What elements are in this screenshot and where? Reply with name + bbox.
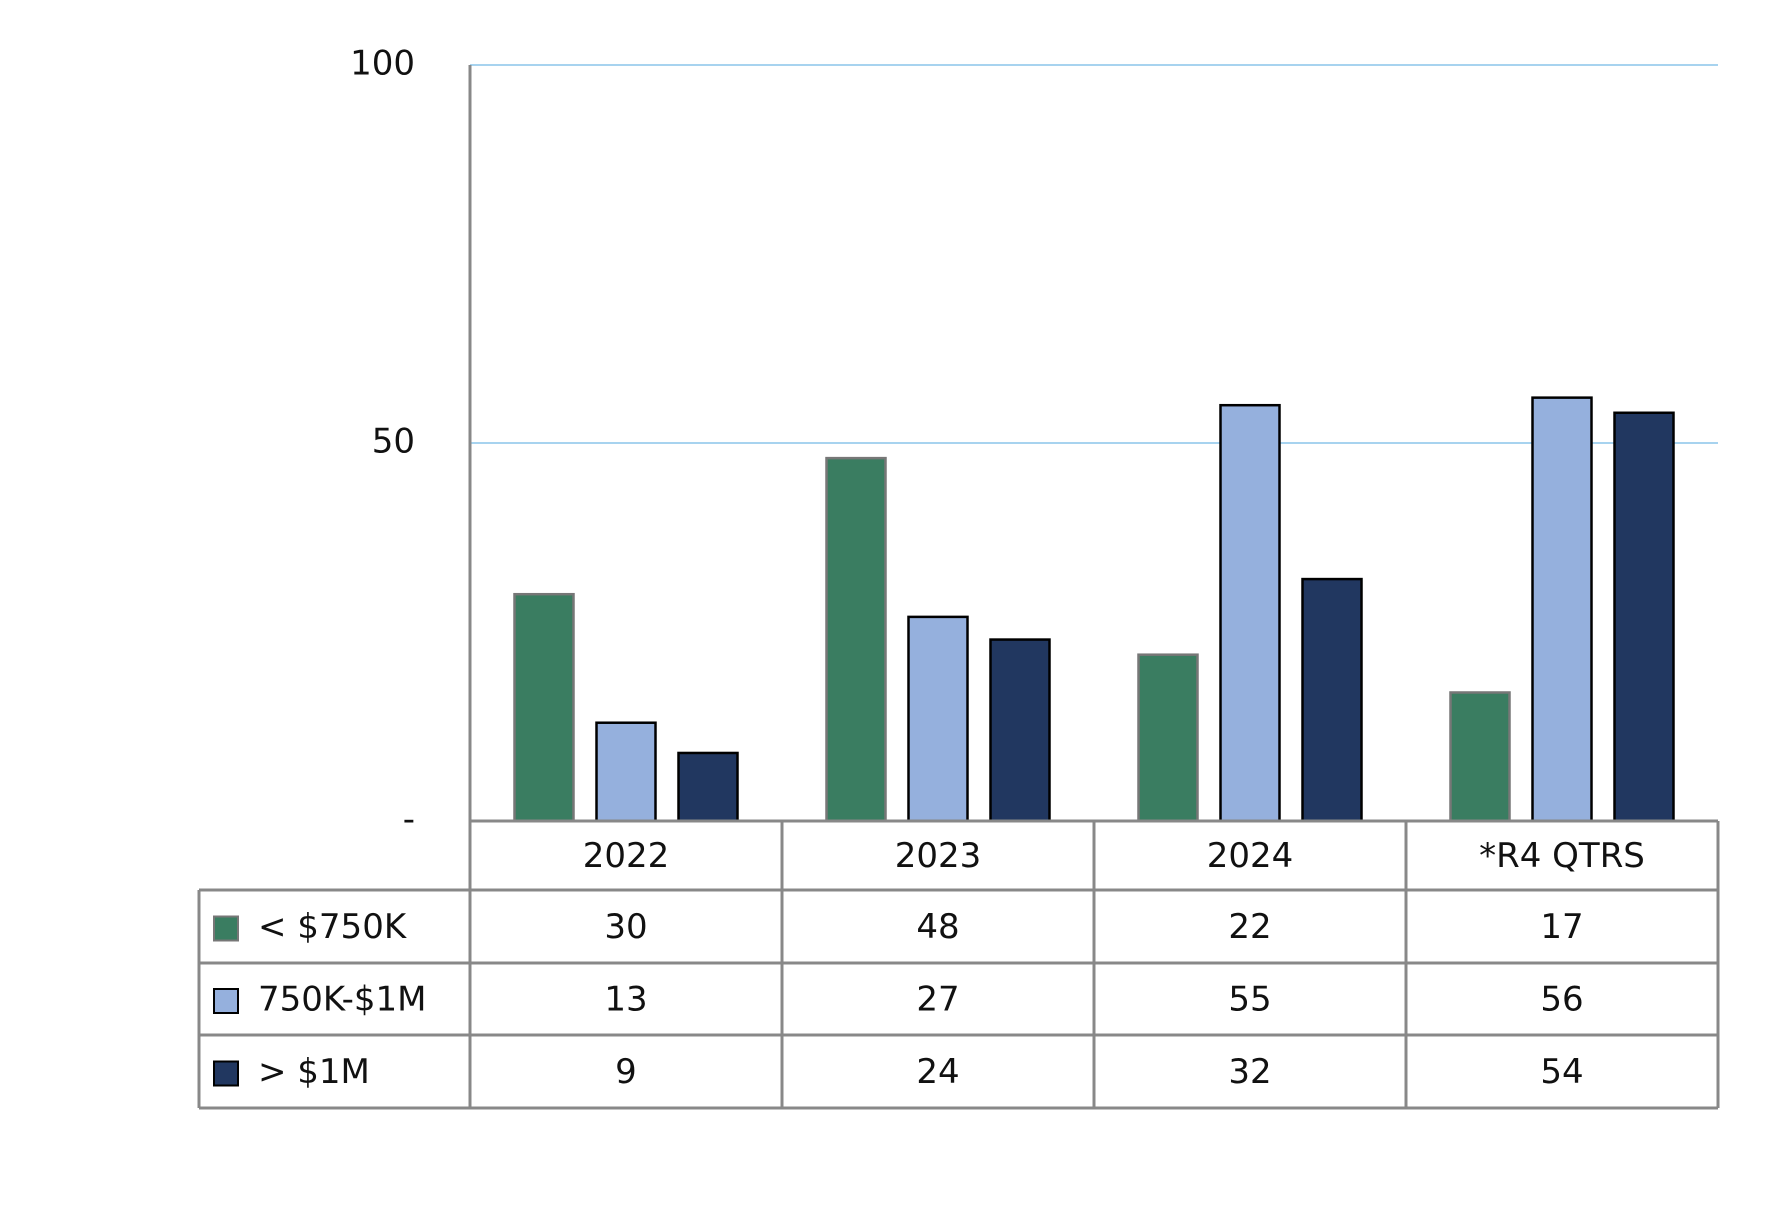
table-value: 55 <box>1228 980 1271 1020</box>
y-tick-label: 100 <box>350 44 415 84</box>
bar <box>677 751 739 823</box>
legend-label: > $1M <box>258 1052 370 1092</box>
table-value: 9 <box>615 1052 637 1092</box>
legend-swatch <box>213 915 239 942</box>
bar <box>1301 577 1363 823</box>
y-tick-label: 50 <box>372 422 415 462</box>
legend-swatch <box>213 1060 239 1087</box>
bar <box>907 615 969 823</box>
x-tick-label: 2022 <box>583 836 670 876</box>
bar <box>1137 653 1199 823</box>
table-value: 24 <box>916 1052 959 1092</box>
bar <box>1449 691 1511 823</box>
table-value: 54 <box>1540 1052 1583 1092</box>
bar <box>989 638 1051 823</box>
y-tick-label: - <box>403 800 415 840</box>
table-value: 17 <box>1540 907 1583 947</box>
table-value: 27 <box>916 980 959 1020</box>
x-tick-label: 2024 <box>1207 836 1294 876</box>
x-tick-label: 2023 <box>895 836 982 876</box>
legend-swatch <box>213 988 239 1014</box>
legend-label: < $750K <box>258 907 408 947</box>
table-value: 32 <box>1228 1052 1271 1092</box>
table-value: 22 <box>1228 907 1271 947</box>
bar <box>825 456 887 823</box>
bar <box>1531 396 1593 823</box>
table-value: 13 <box>604 980 647 1020</box>
bar <box>513 592 575 823</box>
bar <box>595 721 657 823</box>
x-tick-label: *R4 QTRS <box>1479 836 1645 876</box>
bar <box>1613 411 1675 823</box>
table-value: 56 <box>1540 980 1583 1020</box>
legend-label: 750K-$1M <box>258 980 427 1020</box>
bar <box>1219 403 1281 823</box>
table-value: 30 <box>604 907 647 947</box>
table-value: 48 <box>916 907 959 947</box>
